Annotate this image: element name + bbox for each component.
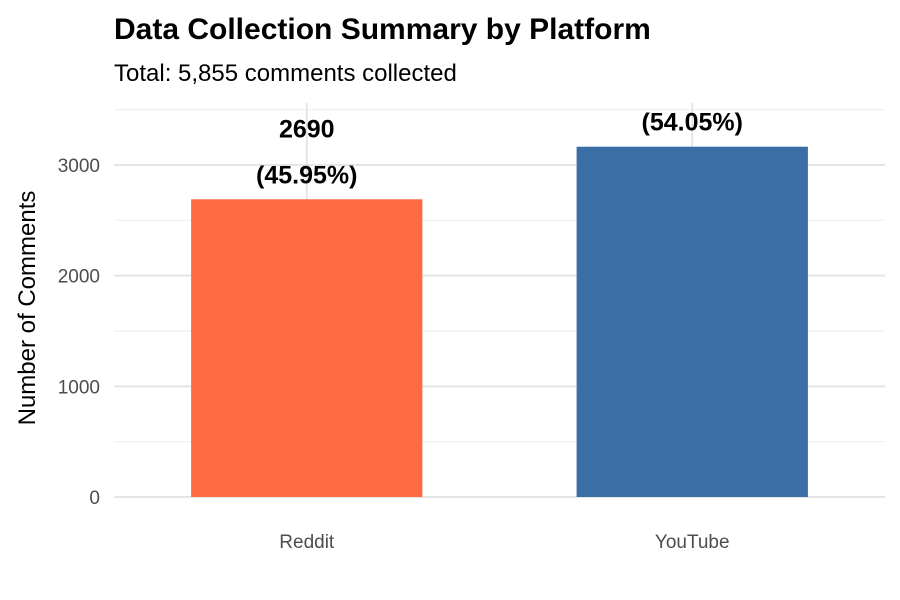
data-label-count: 2690 [279,115,335,143]
x-tick-label: YouTube [655,532,730,553]
data-labels: (45.95%) 2690 (54.05%) [256,109,743,190]
data-label-percent: (45.95%) [256,161,357,189]
x-tick-label: Reddit [279,532,335,553]
y-tick-label: 2000 [58,267,100,288]
y-tick-label: 0 [89,488,100,509]
y-tick-label: 3000 [58,156,100,177]
x-axis-ticks: Reddit YouTube [279,532,729,553]
data-label-percent: (54.05%) [642,109,743,137]
bars [191,146,808,498]
y-axis-label: Number of Comments [14,191,41,426]
chart-title: Data Collection Summary by Platform [114,13,651,46]
bar-youtube [576,146,808,497]
y-tick-label: 1000 [58,377,100,398]
bar-reddit [191,199,423,498]
y-axis-ticks: 0 1000 2000 3000 [58,156,100,509]
chart-subtitle: Total: 5,855 comments collected [114,60,457,87]
